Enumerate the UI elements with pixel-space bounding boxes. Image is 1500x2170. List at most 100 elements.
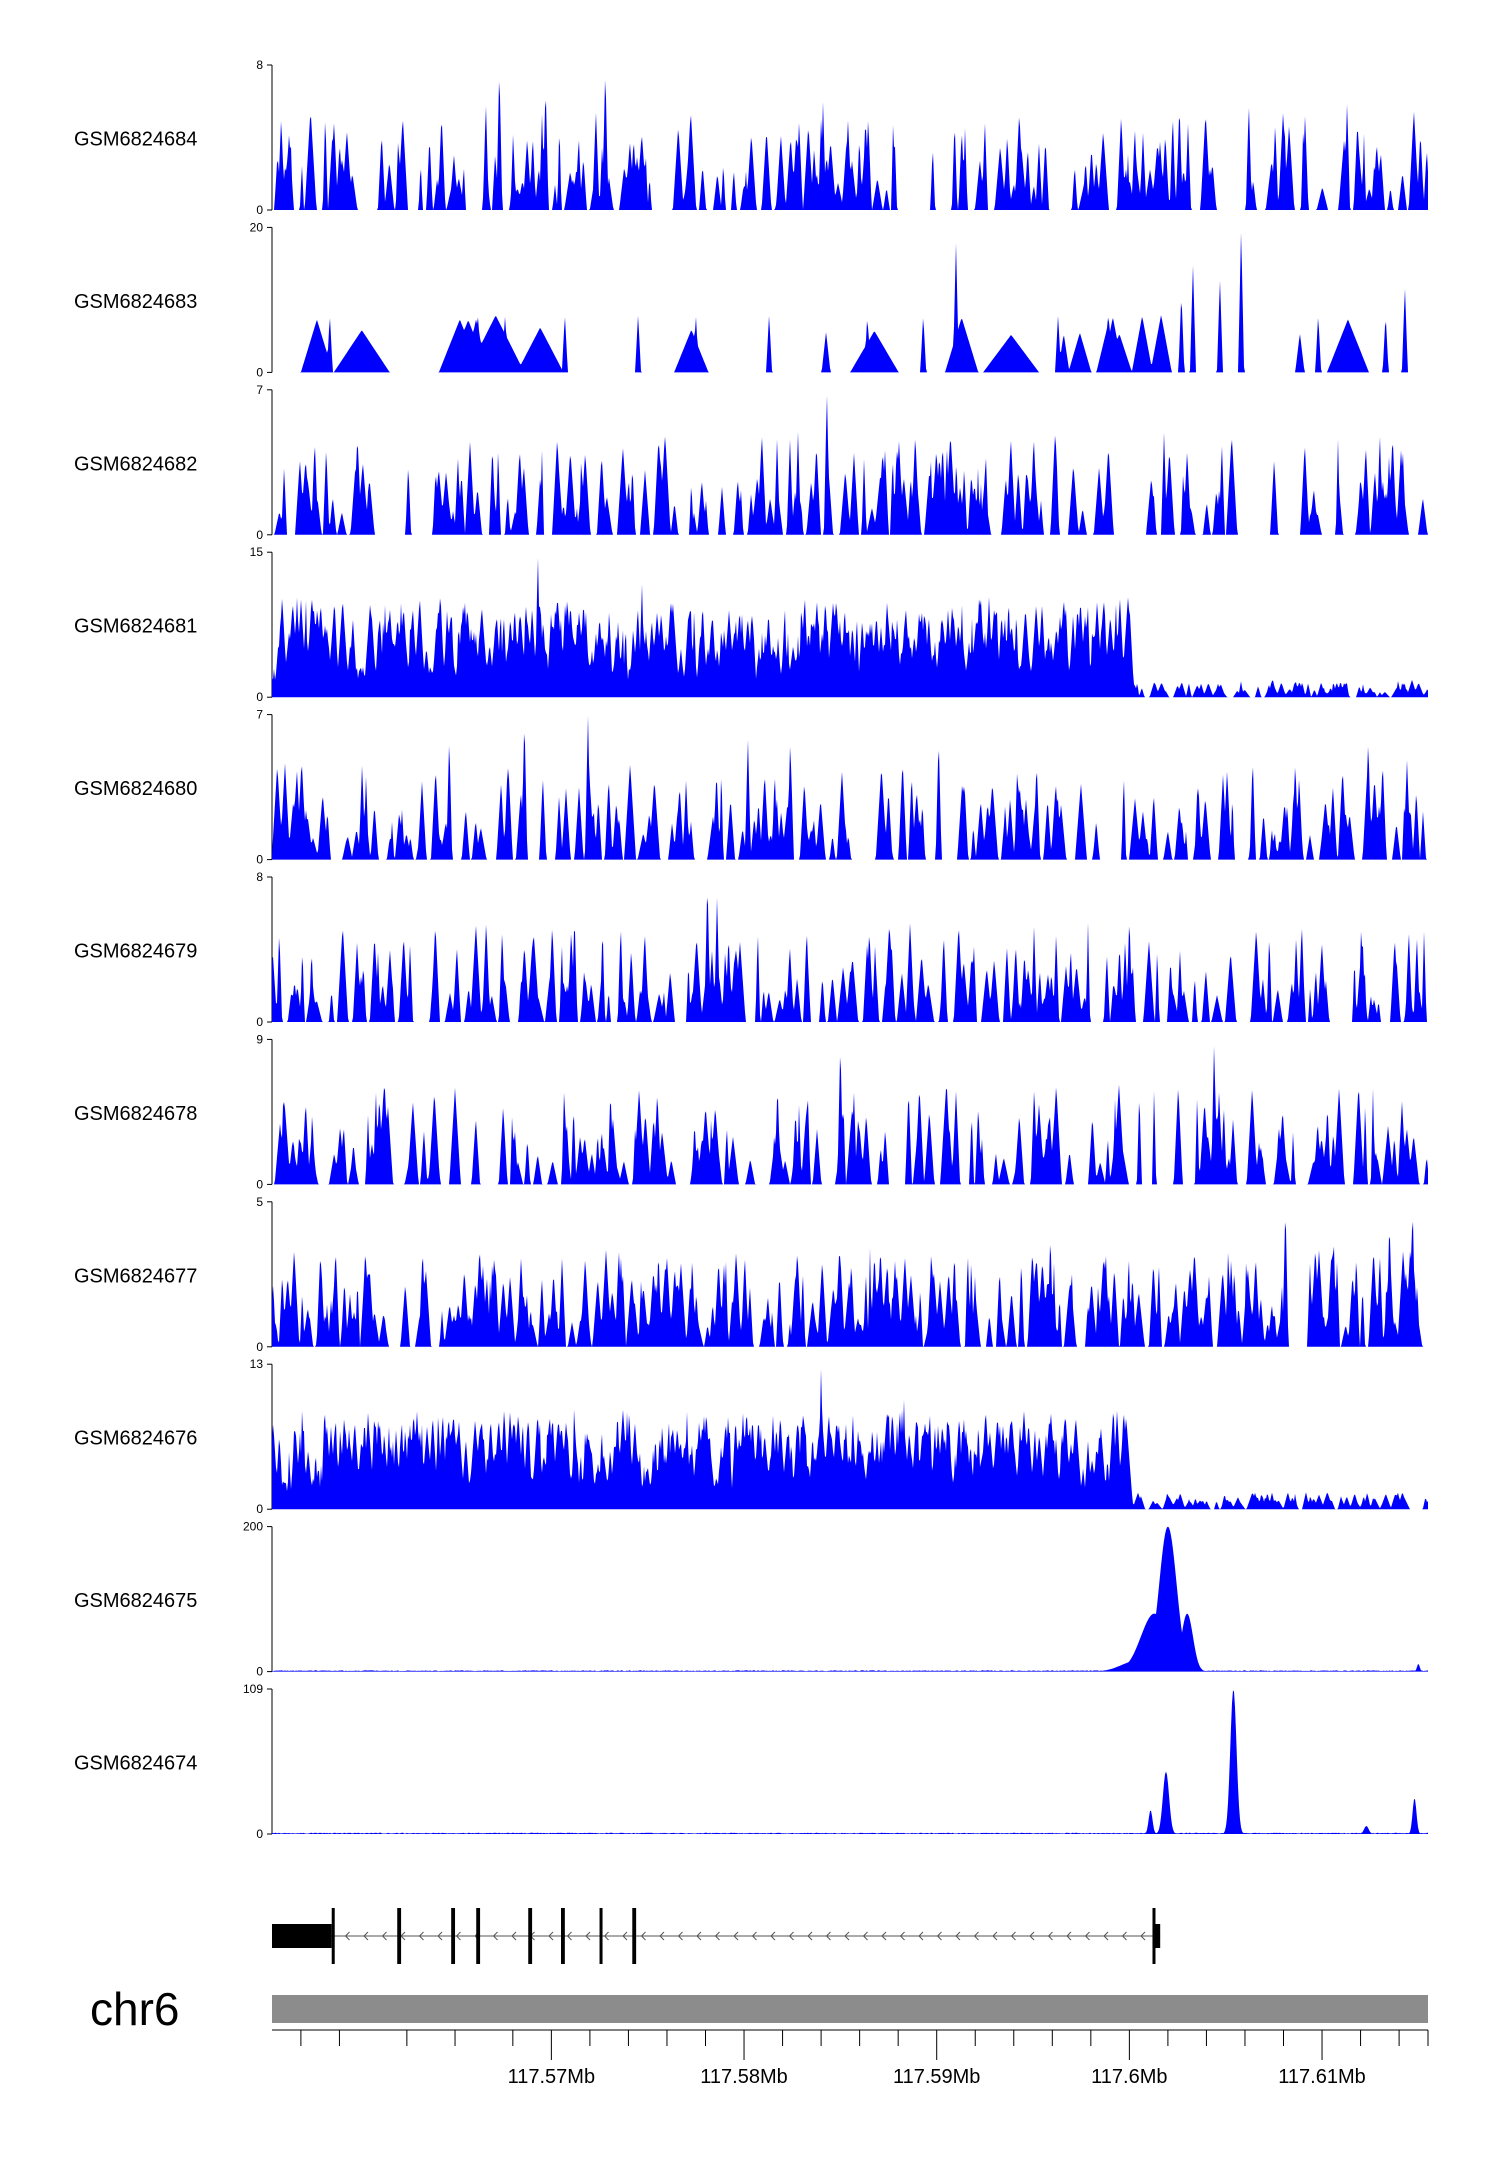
exon	[1152, 1924, 1161, 1948]
y-min-label: 0	[256, 1827, 263, 1841]
strand-arrow	[492, 1931, 498, 1941]
strand-arrow	[418, 1931, 424, 1941]
y-max-label: 109	[243, 1682, 263, 1696]
strand-arrow	[973, 1931, 979, 1941]
strand-arrow	[770, 1931, 776, 1941]
strand-arrow	[344, 1931, 350, 1941]
track-GSM6824681: GSM6824681 15 0	[74, 545, 1428, 704]
strand-arrow	[918, 1931, 924, 1941]
exon	[528, 1908, 533, 1964]
signal-area	[272, 1690, 1428, 1834]
signal-area	[272, 1221, 1428, 1347]
track-label: GSM6824678	[74, 1103, 197, 1125]
strand-arrow	[844, 1931, 850, 1941]
genomic-axis: 117.57Mb 117.58Mb 117.59Mb 117.6Mb 117.61Mb	[272, 2029, 1429, 2088]
signal-area	[272, 232, 1428, 373]
strand-arrow	[1029, 1931, 1035, 1941]
strand-arrow	[955, 1931, 961, 1941]
x-tick-label: 117.57Mb	[508, 2066, 595, 2088]
strand-arrow	[1066, 1931, 1072, 1941]
track-label: GSM6824681	[74, 616, 197, 638]
strand-arrow	[455, 1931, 461, 1941]
signal-area	[272, 715, 1428, 860]
track-label: GSM6824674	[74, 1753, 197, 1775]
strand-arrow	[363, 1931, 369, 1941]
track-label: GSM6824682	[74, 453, 197, 475]
strand-arrow	[881, 1931, 887, 1941]
strand-arrow	[1084, 1931, 1090, 1941]
track-GSM6824678: GSM6824678 9 0	[74, 1032, 1428, 1191]
x-tick-label: 117.61Mb	[1278, 2066, 1365, 2088]
strand-arrow	[1103, 1931, 1109, 1941]
strand-arrow	[603, 1931, 609, 1941]
y-min-label: 0	[256, 203, 263, 217]
strand-arrow	[936, 1931, 942, 1941]
exon-boundary	[1152, 1908, 1156, 1964]
strand-arrow	[1010, 1931, 1016, 1941]
y-min-label: 0	[256, 853, 263, 867]
strand-arrow	[825, 1931, 831, 1941]
strand-arrow	[714, 1931, 720, 1941]
track-GSM6824676: GSM6824676 13 0	[74, 1357, 1428, 1516]
strand-arrow	[696, 1931, 702, 1941]
signal-area	[272, 395, 1428, 535]
exon	[599, 1908, 603, 1964]
strand-arrow	[548, 1931, 554, 1941]
gene-model	[272, 1908, 1161, 1964]
y-max-label: 200	[243, 1520, 263, 1534]
exon	[632, 1908, 637, 1964]
x-tick-label: 117.6Mb	[1091, 2066, 1167, 2088]
strand-arrow	[862, 1931, 868, 1941]
y-min-label: 0	[256, 1177, 263, 1191]
strand-arrow	[1121, 1931, 1127, 1941]
signal-area	[272, 1046, 1428, 1185]
strand-arrow	[677, 1931, 683, 1941]
strand-arrow	[659, 1931, 665, 1941]
y-max-label: 20	[250, 220, 264, 234]
y-max-label: 7	[256, 383, 263, 397]
track-GSM6824683: GSM6824683 20 0	[74, 220, 1428, 379]
exon	[397, 1908, 402, 1964]
track-label: GSM6824679	[74, 941, 197, 963]
strand-arrow	[511, 1931, 517, 1941]
strand-arrow	[381, 1931, 387, 1941]
strand-arrow	[899, 1931, 905, 1941]
y-max-label: 8	[256, 58, 263, 72]
strand-arrow	[1047, 1931, 1053, 1941]
chromosome-label: chr6	[90, 1983, 179, 2035]
track-label: GSM6824680	[74, 778, 197, 800]
y-max-label: 7	[256, 708, 263, 722]
track-label: GSM6824683	[74, 291, 197, 313]
y-max-label: 9	[256, 1032, 263, 1046]
y-max-label: 5	[256, 1195, 263, 1209]
signal-tracks: GSM682468480GSM6824683200GSM682468270GSM…	[74, 58, 1428, 1841]
signal-area	[272, 1526, 1428, 1672]
x-tick-label: 117.58Mb	[700, 2066, 787, 2088]
exon	[561, 1908, 565, 1964]
strand-arrow	[992, 1931, 998, 1941]
y-min-label: 0	[256, 690, 263, 704]
track-label: GSM6824677	[74, 1265, 197, 1287]
track-GSM6824680: GSM6824680 7 0	[74, 708, 1428, 867]
strand-arrow	[733, 1931, 739, 1941]
strand-arrow	[640, 1931, 646, 1941]
exon	[272, 1924, 332, 1948]
track-GSM6824675: GSM6824675 200 0	[74, 1520, 1428, 1679]
signal-area	[272, 80, 1428, 210]
chromosome-ideogram	[272, 1995, 1428, 2023]
track-label: GSM6824675	[74, 1590, 197, 1612]
strand-arrow	[751, 1931, 757, 1941]
y-max-label: 13	[250, 1357, 264, 1371]
strand-arrow	[566, 1931, 572, 1941]
y-min-label: 0	[256, 528, 263, 542]
track-label: GSM6824676	[74, 1428, 197, 1450]
track-GSM6824684: GSM6824684 8 0	[74, 58, 1428, 217]
y-min-label: 0	[256, 1340, 263, 1354]
exon	[451, 1908, 456, 1964]
strand-arrow	[585, 1931, 591, 1941]
exon-boundary	[331, 1908, 335, 1964]
track-GSM6824682: GSM6824682 7 0	[74, 383, 1428, 542]
signal-area	[272, 1369, 1428, 1510]
x-tick-label: 117.59Mb	[893, 2066, 980, 2088]
